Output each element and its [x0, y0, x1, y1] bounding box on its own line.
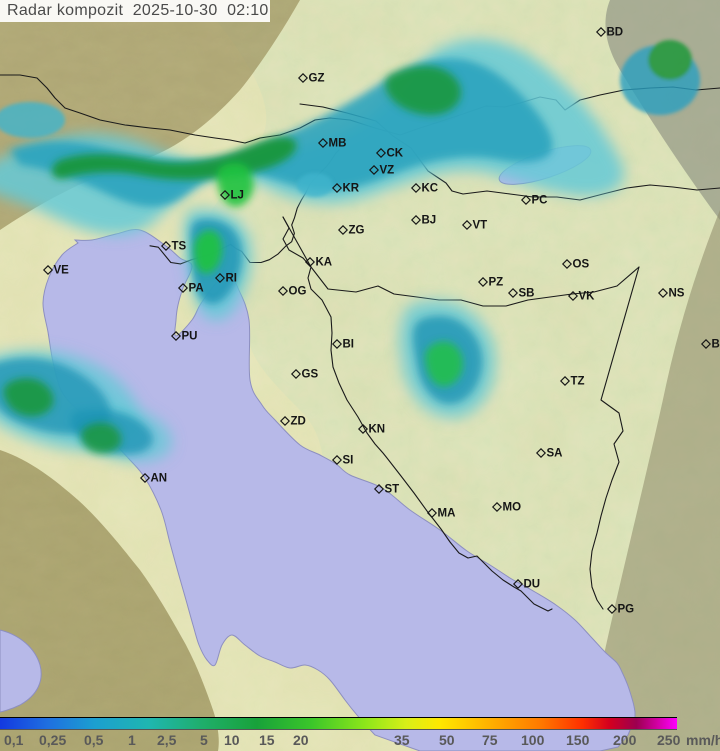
svg-text:ST: ST	[385, 484, 400, 496]
svg-text:VT: VT	[473, 220, 488, 232]
svg-text:GZ: GZ	[309, 73, 325, 85]
svg-text:PG: PG	[618, 604, 635, 616]
svg-text:SA: SA	[547, 448, 563, 460]
svg-text:SB: SB	[519, 288, 535, 300]
svg-text:OG: OG	[289, 286, 307, 298]
svg-text:MO: MO	[503, 502, 522, 514]
svg-text:PC: PC	[532, 195, 548, 207]
svg-text:VE: VE	[54, 265, 70, 277]
svg-text:RI: RI	[226, 273, 238, 285]
svg-text:ZG: ZG	[349, 225, 365, 237]
svg-text:BD: BD	[607, 27, 624, 39]
svg-text:ZD: ZD	[291, 416, 306, 428]
svg-text:PA: PA	[189, 283, 204, 295]
svg-text:VK: VK	[579, 291, 596, 303]
svg-text:VZ: VZ	[380, 165, 395, 177]
svg-text:KN: KN	[369, 424, 386, 436]
svg-text:BJ: BJ	[422, 215, 437, 227]
svg-text:AN: AN	[151, 473, 168, 485]
svg-text:BI: BI	[343, 339, 355, 351]
svg-text:DU: DU	[524, 579, 541, 591]
svg-text:PU: PU	[182, 331, 198, 343]
svg-text:MA: MA	[438, 508, 456, 520]
svg-text:TS: TS	[172, 241, 187, 253]
svg-text:PZ: PZ	[489, 277, 504, 289]
svg-text:LJ: LJ	[231, 190, 244, 202]
svg-text:TZ: TZ	[571, 376, 585, 388]
svg-text:KA: KA	[316, 257, 333, 269]
svg-text:OS: OS	[573, 259, 590, 271]
svg-text:BG: BG	[712, 339, 720, 351]
svg-text:NS: NS	[669, 288, 685, 300]
svg-text:KC: KC	[422, 183, 439, 195]
svg-text:KR: KR	[343, 183, 360, 195]
svg-text:SI: SI	[343, 455, 354, 467]
svg-text:GS: GS	[302, 369, 319, 381]
svg-text:CK: CK	[387, 148, 404, 160]
svg-text:MB: MB	[329, 138, 347, 150]
